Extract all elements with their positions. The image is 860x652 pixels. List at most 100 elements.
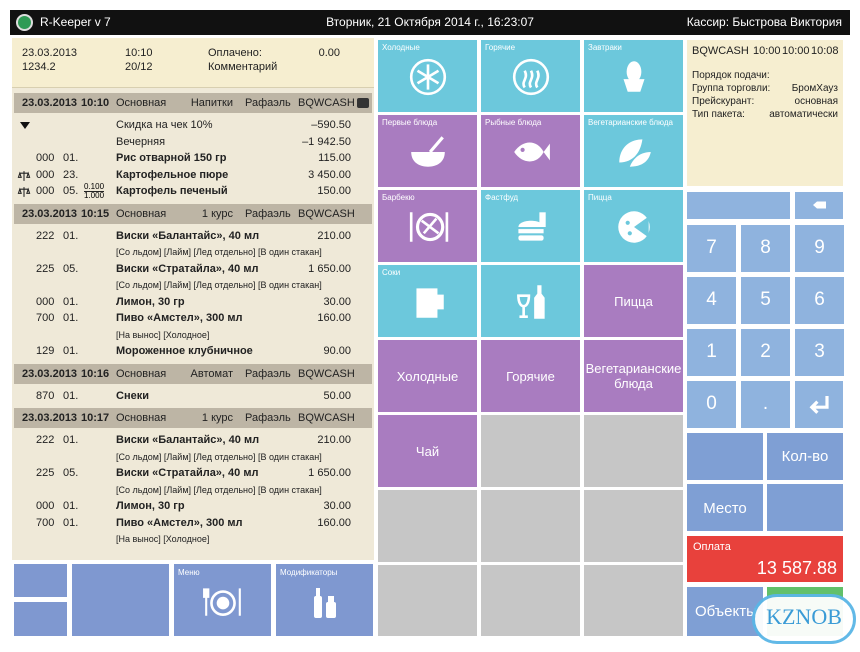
icon [510,131,552,173]
menu-tile[interactable]: Вегетарианские блюда [584,115,683,187]
objects-button[interactable]: Объекты [687,587,763,636]
menu-tile[interactable]: Горячие [481,40,580,112]
menu-tile[interactable]: Вегетарианские блюда [584,340,683,412]
info-date: 23.03.2013 [22,47,78,59]
item-name: Лимон, 30 гр [116,500,185,512]
order-station: BQWCASH [298,97,355,109]
button[interactable] [72,564,169,636]
item-name: Пиво «Амстел», 300 мл [116,312,243,324]
order-group-header [14,93,372,113]
icon [613,206,655,248]
menu-tile[interactable]: Чай [378,415,477,487]
menu-tile[interactable]: Рыбные блюда [481,115,580,187]
station-panel [687,40,843,186]
button[interactable] [687,433,763,480]
key[interactable]: 2 [741,329,790,376]
quantity-button[interactable]: Кол-во [767,433,843,480]
key[interactable]: 3 [795,329,844,376]
backspace-key[interactable] [795,192,843,219]
paid-label: Оплачено: [208,47,262,59]
menu-tile[interactable]: Пицца [584,190,683,262]
menu-tile[interactable] [378,565,477,636]
item-sum: 1 650.00 [308,262,351,275]
item-modifiers: [Со льдом] [Лайм] [Лед отдельно] [В один… [116,247,322,257]
icon [613,56,655,98]
button-label: Место [703,500,747,517]
item-qty: 225 [36,262,55,275]
item-sum: 210.00 [317,229,351,242]
menu-tile[interactable]: Пицца [584,265,683,337]
menu-tile[interactable]: Соки [378,265,477,337]
menu-tile[interactable] [481,415,580,487]
key-label: 3 [814,341,825,362]
menu-tile[interactable]: Барбекю [378,190,477,262]
payment-button[interactable]: Оплата 13 587.88 [687,536,843,582]
icon-svg [203,588,241,616]
menu-tile[interactable] [481,565,580,636]
order-course: 1 курс [201,412,233,424]
key[interactable]: . [741,381,790,428]
item-name: Рис отварной 150 гр [116,152,227,164]
menu-tile[interactable]: Горячие [481,340,580,412]
menu-tile[interactable] [584,565,683,636]
item-name: Скидка на чек 10% [116,119,213,131]
key[interactable] [687,192,790,219]
payment-total: 13 587.88 [756,558,837,578]
order-course: 1 курс [201,207,233,220]
enter-key[interactable] [795,381,843,428]
menu-tile[interactable] [584,415,683,487]
order-panel [12,38,374,560]
tile-label: Пицца [588,193,612,202]
payment-label: Оплата [693,541,731,553]
key-label: 7 [706,237,717,258]
icon [803,388,835,420]
tile-label: Вегетарианские блюда [585,361,682,391]
key[interactable]: 8 [741,225,790,272]
menu-tile[interactable] [378,490,477,562]
item-code: 01. [63,312,79,324]
key[interactable]: 7 [687,225,736,272]
item-name: Вечерняя [116,135,166,148]
menu-tile[interactable] [584,490,683,562]
key[interactable]: 4 [687,277,736,324]
icon [407,206,449,248]
menu-button[interactable]: Меню [174,564,271,636]
item-qty: 000 [36,185,55,197]
button[interactable] [14,564,67,597]
icon-svg [416,288,444,318]
menu-tile[interactable] [481,265,580,337]
menu-tile[interactable] [481,490,580,562]
menu-tile[interactable]: Холодные [378,340,477,412]
icon-svg [619,139,651,167]
item-name: Мороженное клубничное [116,345,253,357]
key[interactable]: 0 [687,381,736,428]
menu-tile[interactable]: Фастфуд [481,190,580,262]
order-date: 23.03.2013 [22,207,78,220]
button-label: Объекты [695,603,757,620]
key[interactable]: 5 [741,277,790,324]
item-modifiers: [На вынос] [Холодное] [116,329,210,340]
icon [407,56,449,98]
menu-tile[interactable]: Холодные [378,40,477,112]
place-button[interactable]: Место [687,484,763,531]
order-waiter: Рафаэль [245,412,291,424]
button[interactable] [767,484,843,531]
order-waiter: Рафаэль [245,97,291,109]
menu-tile[interactable]: Первые блюда [378,115,477,187]
info-box [12,38,374,88]
paid-value: 0.00 [318,47,340,59]
item-qty: 222 [36,434,55,446]
order-group-header [14,363,372,384]
key[interactable]: 6 [795,277,844,324]
info-table: 20/12 [125,61,153,73]
key-label: 0 [706,393,717,414]
icon [407,131,449,173]
key[interactable]: 9 [795,225,844,272]
menu-tile[interactable]: Завтраки [584,40,683,112]
item-name: Виски «Стратайла», 40 мл [116,467,259,479]
key[interactable]: 1 [687,329,736,376]
button[interactable] [14,602,67,636]
item-code: 01. [63,152,79,164]
modifiers-button[interactable]: Модификаторы [276,564,373,636]
